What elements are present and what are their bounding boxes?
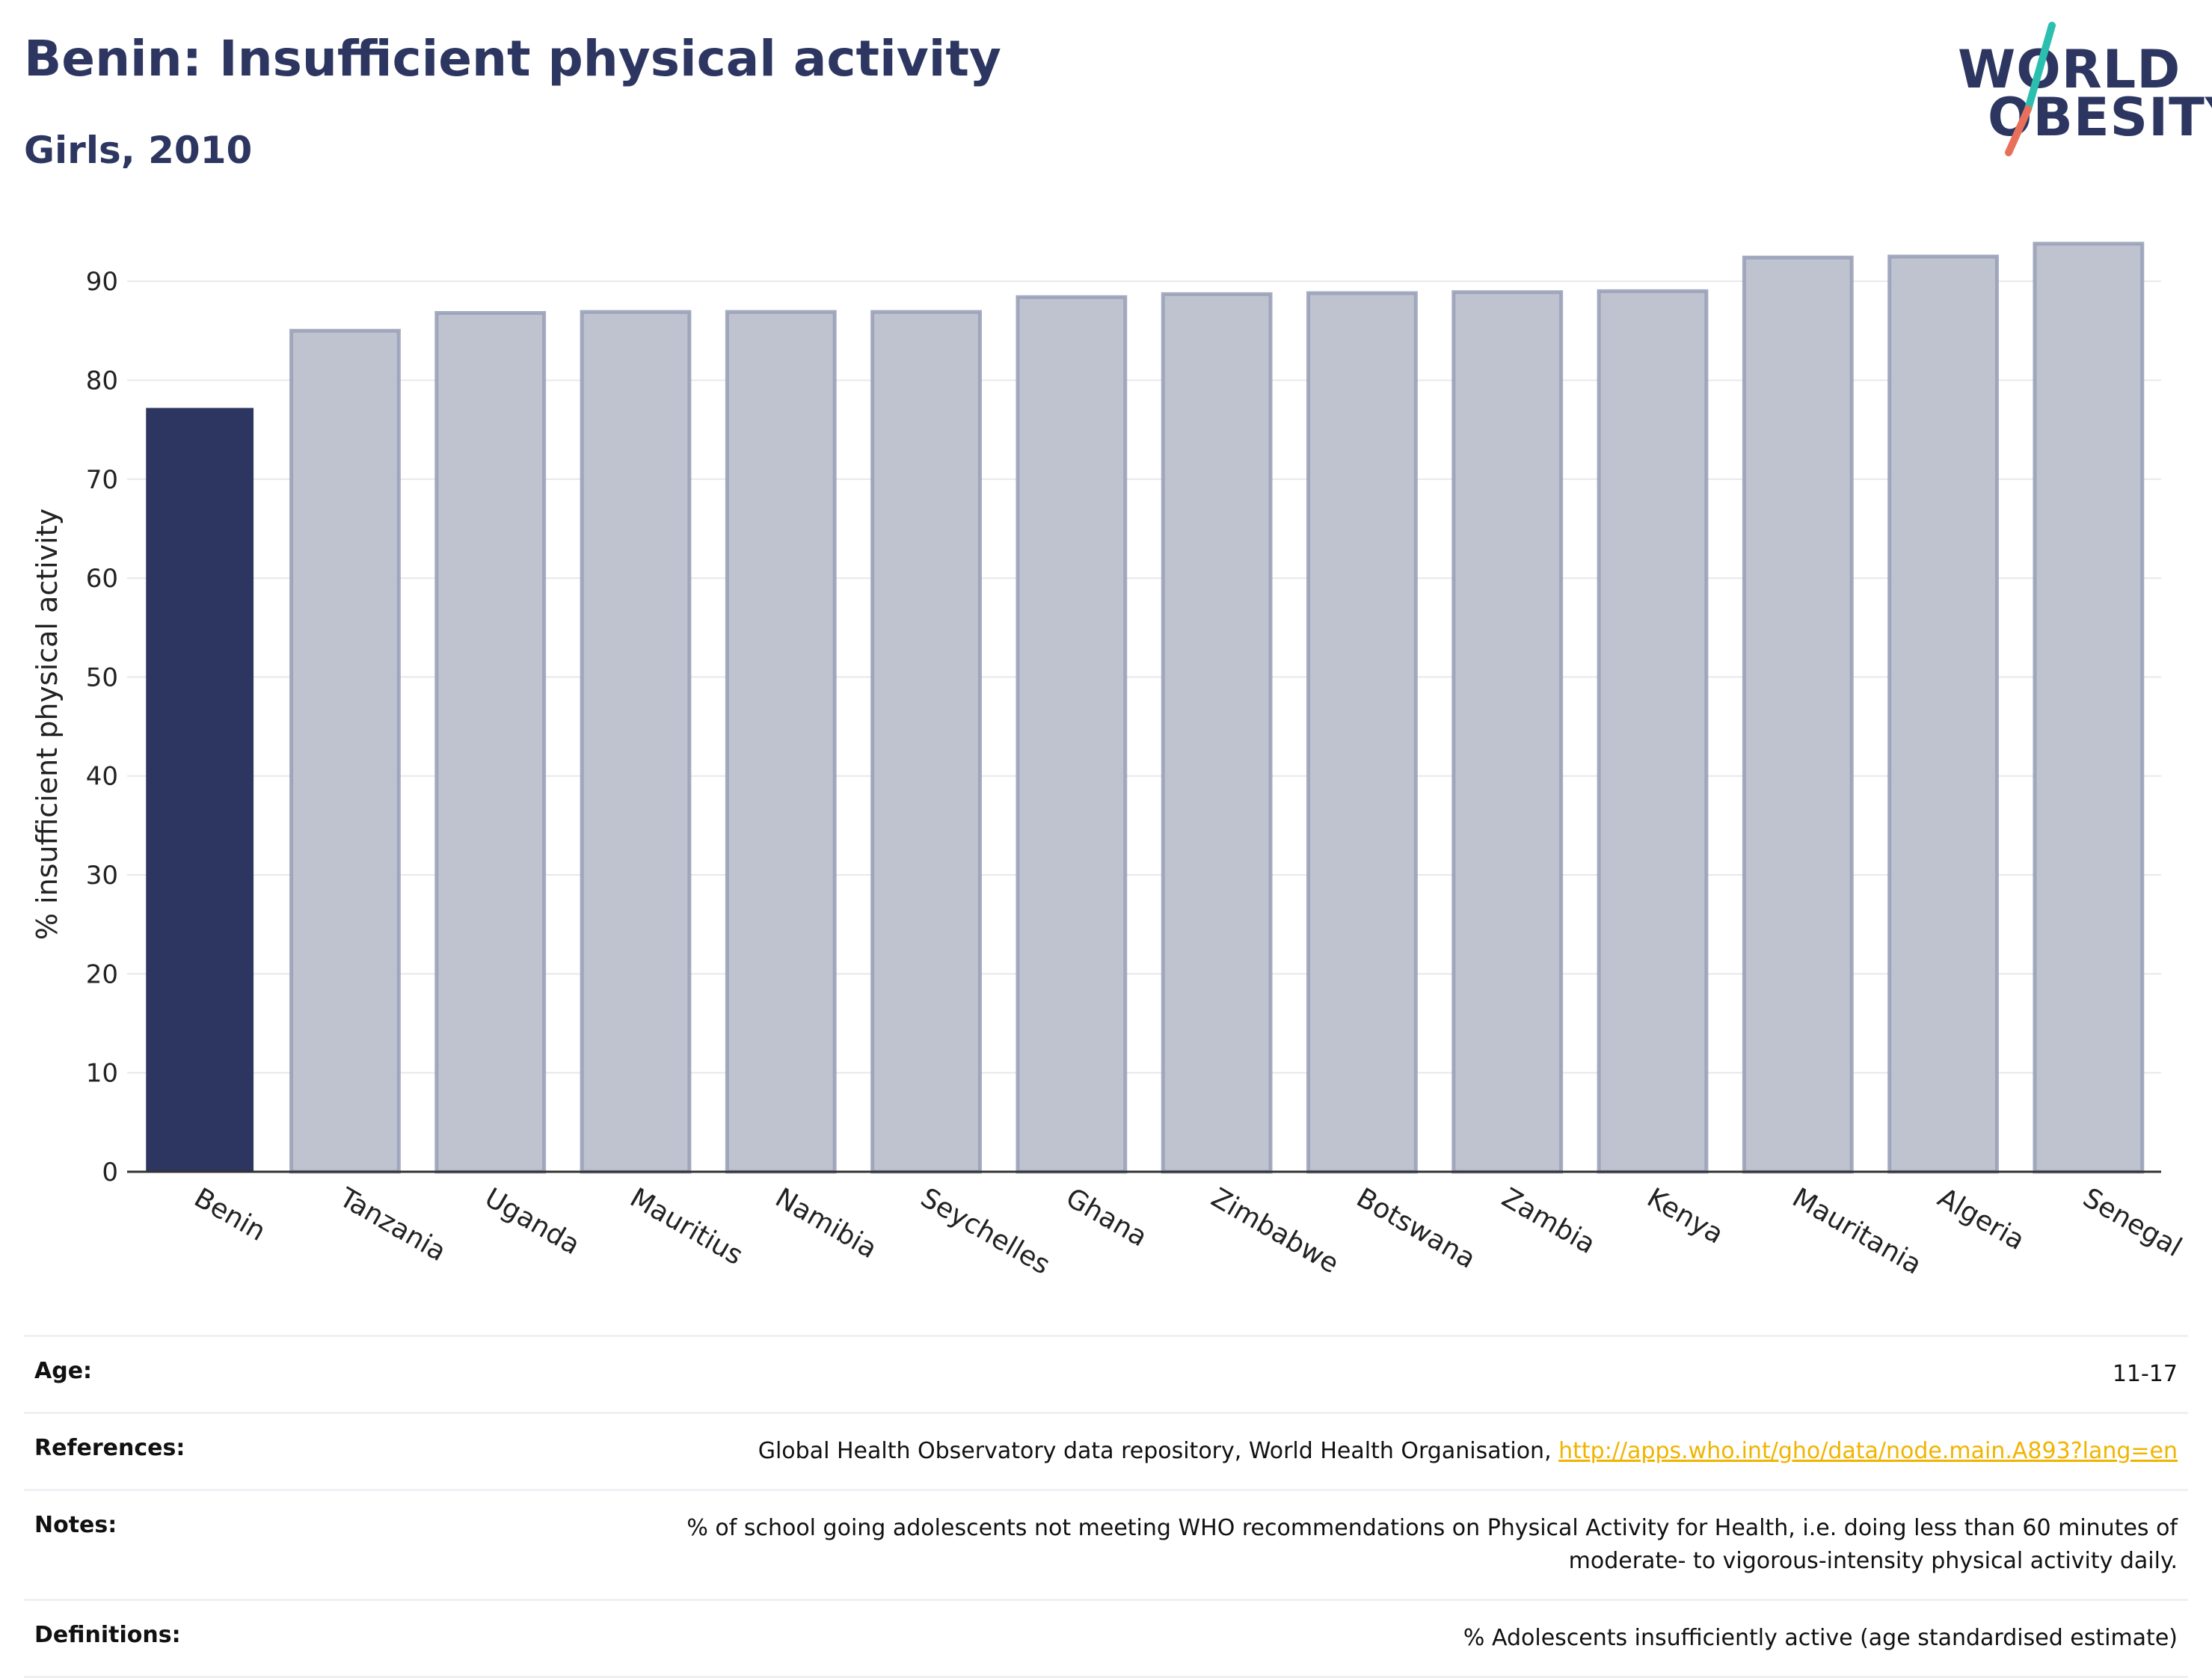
age-row: Age: 11-17 <box>24 1336 2188 1413</box>
bar <box>1451 290 1564 1174</box>
bar <box>146 408 254 1172</box>
bar <box>1306 291 1418 1174</box>
bar <box>1742 255 1854 1174</box>
age-label: Age: <box>34 1358 93 1384</box>
references-row: References: Global Health Observatory da… <box>24 1413 2188 1490</box>
x-tick-label: Namibia <box>770 1182 882 1264</box>
age-value: 11-17 <box>2112 1361 2178 1387</box>
y-tick-label: 40 <box>86 762 118 792</box>
chart-subtitle: Girls, 2010 <box>24 129 253 172</box>
x-tick-label: Ghana <box>1060 1182 1152 1253</box>
notes-value: % of school going adolescents not meetin… <box>314 1490 2188 1600</box>
chart-title: Benin: Insufficient physical activity <box>24 30 1001 87</box>
x-tick-label: Botswana <box>1351 1182 1481 1274</box>
bar <box>289 328 401 1174</box>
x-tick-label: Kenya <box>1642 1182 1729 1250</box>
y-tick-label: 90 <box>86 267 118 297</box>
x-tick-label: Zambia <box>1496 1182 1600 1260</box>
x-tick-label: Zimbabwe <box>1206 1182 1344 1279</box>
y-tick-label: 10 <box>86 1059 118 1089</box>
bar <box>580 310 692 1174</box>
definitions-label: Definitions: <box>34 1622 181 1648</box>
references-link[interactable]: http://apps.who.int/gho/data/node.main.A… <box>1558 1438 2178 1464</box>
bar <box>1597 289 1709 1174</box>
y-tick-label: 30 <box>86 861 118 891</box>
bar <box>1161 292 1273 1174</box>
notes-label: Notes: <box>34 1512 117 1538</box>
y-tick-label: 60 <box>86 564 118 594</box>
x-tick-label: Benin <box>189 1182 271 1247</box>
x-tick-label: Uganda <box>479 1182 585 1261</box>
y-axis-title: % insufficient physical activity <box>31 508 64 940</box>
references-value: Global Health Observatory data repositor… <box>314 1413 2188 1490</box>
world-obesity-logo: WORLD OBESITY <box>1944 21 2212 170</box>
x-tick-label: Mauritania <box>1787 1182 1927 1280</box>
references-text: Global Health Observatory data repositor… <box>758 1438 1559 1464</box>
logo-line-1: WORLD <box>1958 39 2181 100</box>
notes-line-2: moderate- to vigorous-intensity physical… <box>1568 1548 2178 1574</box>
references-label: References: <box>34 1435 185 1461</box>
x-tick-label: Algeria <box>1932 1182 2030 1256</box>
x-tick-label: Senegal <box>2077 1182 2187 1263</box>
y-tick-label: 50 <box>86 663 118 692</box>
metadata-table: Age: 11-17 References: Global Health Obs… <box>24 1335 2188 1678</box>
bar <box>2033 242 2145 1174</box>
y-tick-label: 0 <box>102 1158 118 1187</box>
y-tick-label: 70 <box>86 465 118 495</box>
y-tick-label: 80 <box>86 366 118 396</box>
bar <box>725 310 837 1174</box>
bar <box>1016 295 1128 1174</box>
definitions-value: % Adolescents insufficiently active (age… <box>1463 1625 2178 1651</box>
notes-row: Notes: % of school going adolescents not… <box>24 1490 2188 1600</box>
notes-line-1: % of school going adolescents not meetin… <box>686 1515 2178 1541</box>
logo-slash-icon <box>2005 22 2056 156</box>
x-tick-label: Tanzania <box>334 1182 451 1267</box>
bar <box>434 310 547 1174</box>
x-tick-label: Mauritius <box>625 1182 749 1271</box>
bar <box>870 310 982 1174</box>
bar <box>1887 254 1999 1174</box>
bar-chart: 0 10 20 30 40 50 60 70 80 90 Benin Tanzania Uganda Ma… <box>31 242 2187 1281</box>
y-tick-label: 20 <box>86 959 118 989</box>
definitions-row: Definitions: % Adolescents insufficientl… <box>24 1599 2188 1677</box>
x-tick-label: Seychelles <box>915 1182 1055 1280</box>
